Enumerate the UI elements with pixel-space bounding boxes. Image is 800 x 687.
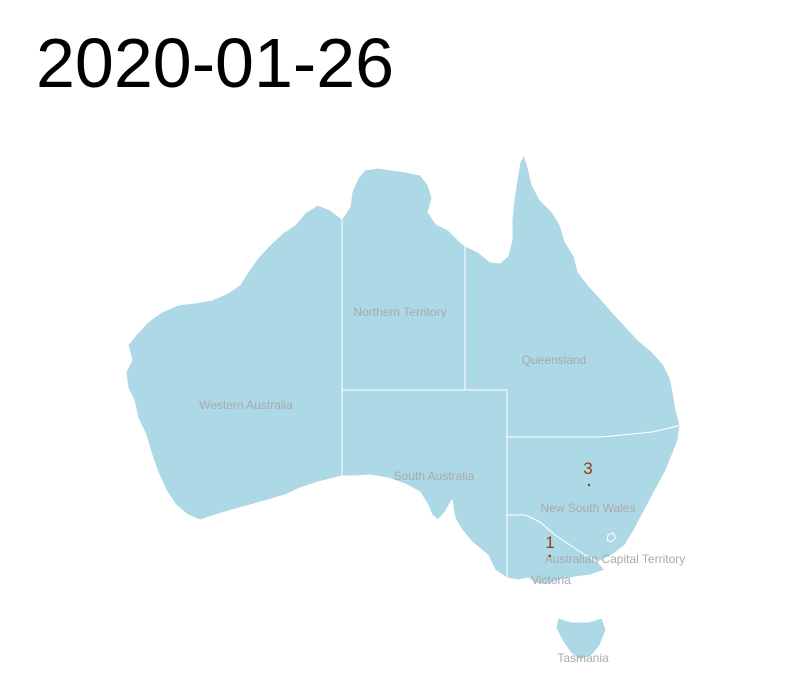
count-new-south-wales: 3 [583,459,592,478]
label-new-south-wales: New South Wales [541,501,636,515]
label-northern-territory: Northern Territory [353,305,446,319]
label-victoria: Victoria [531,573,571,587]
state-australian-capital-territory [606,532,617,543]
count-marker-victoria [548,554,552,558]
label-south-australia: South Australia [394,469,475,483]
state-western-australia [125,204,343,521]
count-victoria: 1 [545,533,554,552]
date-title: 2020-01-26 [36,24,395,102]
state-south-australia [341,389,508,579]
state-northern-territory [341,167,466,391]
state-victoria [506,514,606,585]
count-marker-new-south-wales [587,483,591,487]
label-australian-capital-territory: Australian Capital Territory [545,552,686,566]
label-queensland: Queensland [522,353,587,367]
state-tasmania [555,617,607,661]
label-western-australia: Western Australia [199,398,293,412]
label-tasmania: Tasmania [557,651,609,665]
